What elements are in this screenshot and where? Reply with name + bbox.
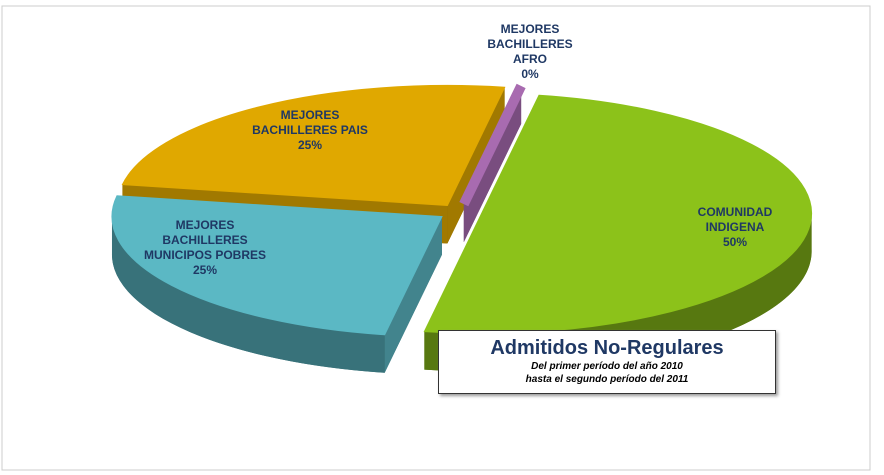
- subtitle: Del primer período del año 2010: [531, 361, 683, 372]
- slice-side: [447, 87, 505, 244]
- value-label: 50%: [722, 235, 748, 249]
- slice-side: [111, 216, 385, 373]
- slice-top: [111, 195, 443, 336]
- slice: [459, 83, 526, 243]
- value-label: 25%: [192, 263, 218, 277]
- slice-top: [423, 94, 812, 334]
- slice-label: MEJORES BACHILLERES MUNICIPOS POBRES: [143, 218, 266, 262]
- slice: [111, 195, 443, 373]
- value-label: 25%: [297, 138, 323, 152]
- value-label: 0%: [521, 67, 539, 81]
- slice-top: [121, 84, 506, 206]
- slice-top: [459, 83, 526, 207]
- chart-title: Admitidos No-Regulares: [490, 337, 724, 359]
- subtitle: hasta el segundo período del 2011: [525, 374, 689, 385]
- slice-label: MEJORES BACHILLERES PAIS: [252, 108, 368, 137]
- slice-side: [384, 216, 442, 373]
- slice-label: COMUNIDAD INDIGENA: [697, 205, 773, 234]
- title-box: Admitidos No-Regulares Del primer períod…: [438, 330, 776, 394]
- slice-label: MEJORES BACHILLERES AFRO: [487, 22, 573, 66]
